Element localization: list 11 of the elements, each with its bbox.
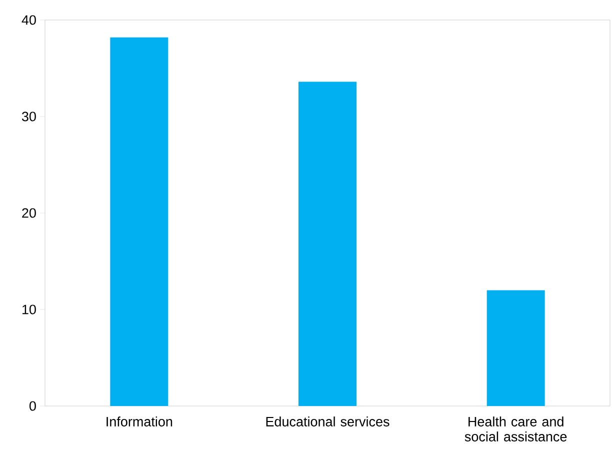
- y-tick-label: 20: [22, 208, 36, 218]
- x-tick-label: Educational services: [266, 416, 390, 426]
- y-tick-label: 30: [22, 112, 36, 122]
- y-tick-label: 0: [29, 401, 36, 411]
- bar: [486, 290, 545, 406]
- y-tick-label: 10: [22, 304, 36, 314]
- y-tick-label: 40: [22, 15, 36, 25]
- x-tick-label: Health care and social assistance: [464, 416, 567, 442]
- bar: [298, 82, 357, 406]
- bar: [110, 37, 168, 406]
- x-tick-label: Information: [106, 416, 172, 426]
